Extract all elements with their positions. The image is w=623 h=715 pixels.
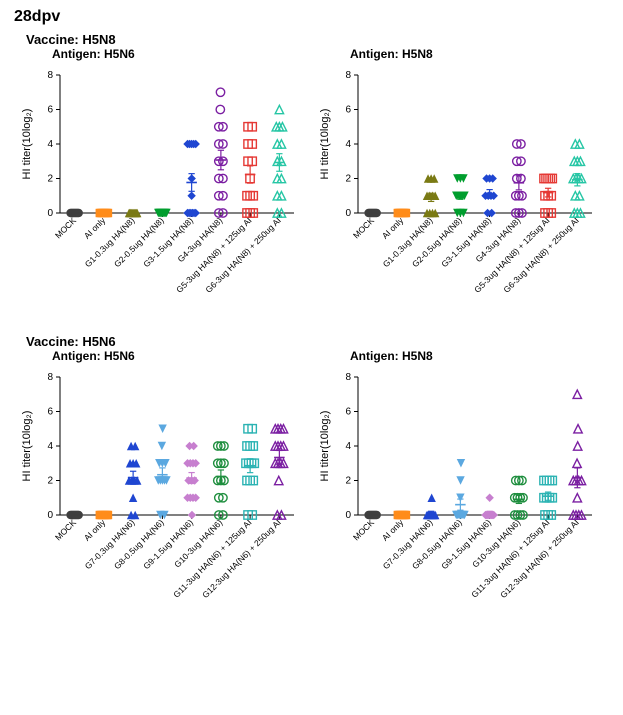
svg-text:0: 0 — [345, 510, 351, 521]
svg-text:0: 0 — [47, 510, 53, 521]
svg-text:2: 2 — [47, 174, 53, 185]
antigen-title: Antigen: H5N6 — [52, 47, 304, 61]
hi-titer-chart: 0 2 4 6 8 HI titer(10log₂) MOCKAI onlyG1-0.3ug… — [312, 63, 602, 323]
svg-text:G9-1.5ug HA(N6): G9-1.5ug HA(N6) — [439, 517, 493, 571]
svg-text:G3-1.5ug HA(N8): G3-1.5ug HA(N8) — [141, 215, 195, 269]
svg-text:AI only: AI only — [82, 215, 108, 241]
svg-text:8: 8 — [345, 372, 351, 383]
svg-text:AI only: AI only — [380, 517, 406, 543]
main-title: 28dpv — [14, 8, 609, 26]
antigen-title: Antigen: H5N6 — [52, 349, 304, 363]
svg-text:4: 4 — [345, 441, 351, 452]
svg-text:MOCK: MOCK — [351, 517, 376, 542]
svg-text:G1-0.3ug HA(N8): G1-0.3ug HA(N8) — [381, 215, 435, 269]
svg-text:MOCK: MOCK — [53, 215, 78, 240]
svg-text:8: 8 — [345, 70, 351, 81]
svg-text:MOCK: MOCK — [351, 215, 376, 240]
vaccine-title: Vaccine: H5N6 — [26, 334, 609, 349]
svg-text:2: 2 — [47, 476, 53, 487]
svg-text:G1-0.3ug HA(N8): G1-0.3ug HA(N8) — [83, 215, 137, 269]
svg-text:G2-0.5ug HA(N8): G2-0.5ug HA(N8) — [410, 215, 464, 269]
svg-text:AI only: AI only — [82, 517, 108, 543]
svg-text:G2-0.5ug HA(N8): G2-0.5ug HA(N8) — [112, 215, 166, 269]
svg-text:4: 4 — [47, 441, 53, 452]
antigen-title: Antigen: H5N8 — [350, 349, 602, 363]
antigen-title: Antigen: H5N8 — [350, 47, 602, 61]
svg-text:HI titer(10log₂): HI titer(10log₂) — [21, 411, 33, 482]
svg-text:0: 0 — [47, 208, 53, 219]
svg-text:6: 6 — [345, 105, 351, 116]
svg-text:2: 2 — [345, 476, 351, 487]
svg-text:HI titer(10log₂): HI titer(10log₂) — [319, 411, 331, 482]
svg-text:G7-0.3ug HA(N6): G7-0.3ug HA(N6) — [83, 517, 137, 571]
svg-text:0: 0 — [345, 208, 351, 219]
hi-titer-chart: 0 2 4 6 8 HI titer(10log₂) MOCKAI onlyG7-0.3ug… — [14, 365, 304, 625]
svg-text:G8-0.5ug HA(N6): G8-0.5ug HA(N6) — [410, 517, 464, 571]
svg-text:G3-1.5ug HA(N8): G3-1.5ug HA(N8) — [439, 215, 493, 269]
svg-text:4: 4 — [47, 139, 53, 150]
svg-text:HI titer(10log₂): HI titer(10log₂) — [21, 109, 33, 180]
svg-text:6: 6 — [47, 407, 53, 418]
svg-text:G7-0.3ug HA(N6): G7-0.3ug HA(N6) — [381, 517, 435, 571]
svg-text:6: 6 — [345, 407, 351, 418]
svg-text:HI titer(10log₂): HI titer(10log₂) — [319, 109, 331, 180]
svg-text:G8-0.5ug HA(N6): G8-0.5ug HA(N6) — [112, 517, 166, 571]
svg-text:4: 4 — [345, 139, 351, 150]
hi-titer-chart: 0 2 4 6 8 HI titer(10log₂) MOCKAI onlyG1-0.3ug… — [14, 63, 304, 323]
svg-text:2: 2 — [345, 174, 351, 185]
hi-titer-chart: 0 2 4 6 8 HI titer(10log₂) MOCKAI onlyG7-0.3ug… — [312, 365, 602, 625]
vaccine-title: Vaccine: H5N8 — [26, 32, 609, 47]
svg-text:AI only: AI only — [380, 215, 406, 241]
svg-text:MOCK: MOCK — [53, 517, 78, 542]
svg-text:8: 8 — [47, 372, 53, 383]
svg-text:G9-1.5ug HA(N6): G9-1.5ug HA(N6) — [141, 517, 195, 571]
svg-text:6: 6 — [47, 105, 53, 116]
svg-text:8: 8 — [47, 70, 53, 81]
